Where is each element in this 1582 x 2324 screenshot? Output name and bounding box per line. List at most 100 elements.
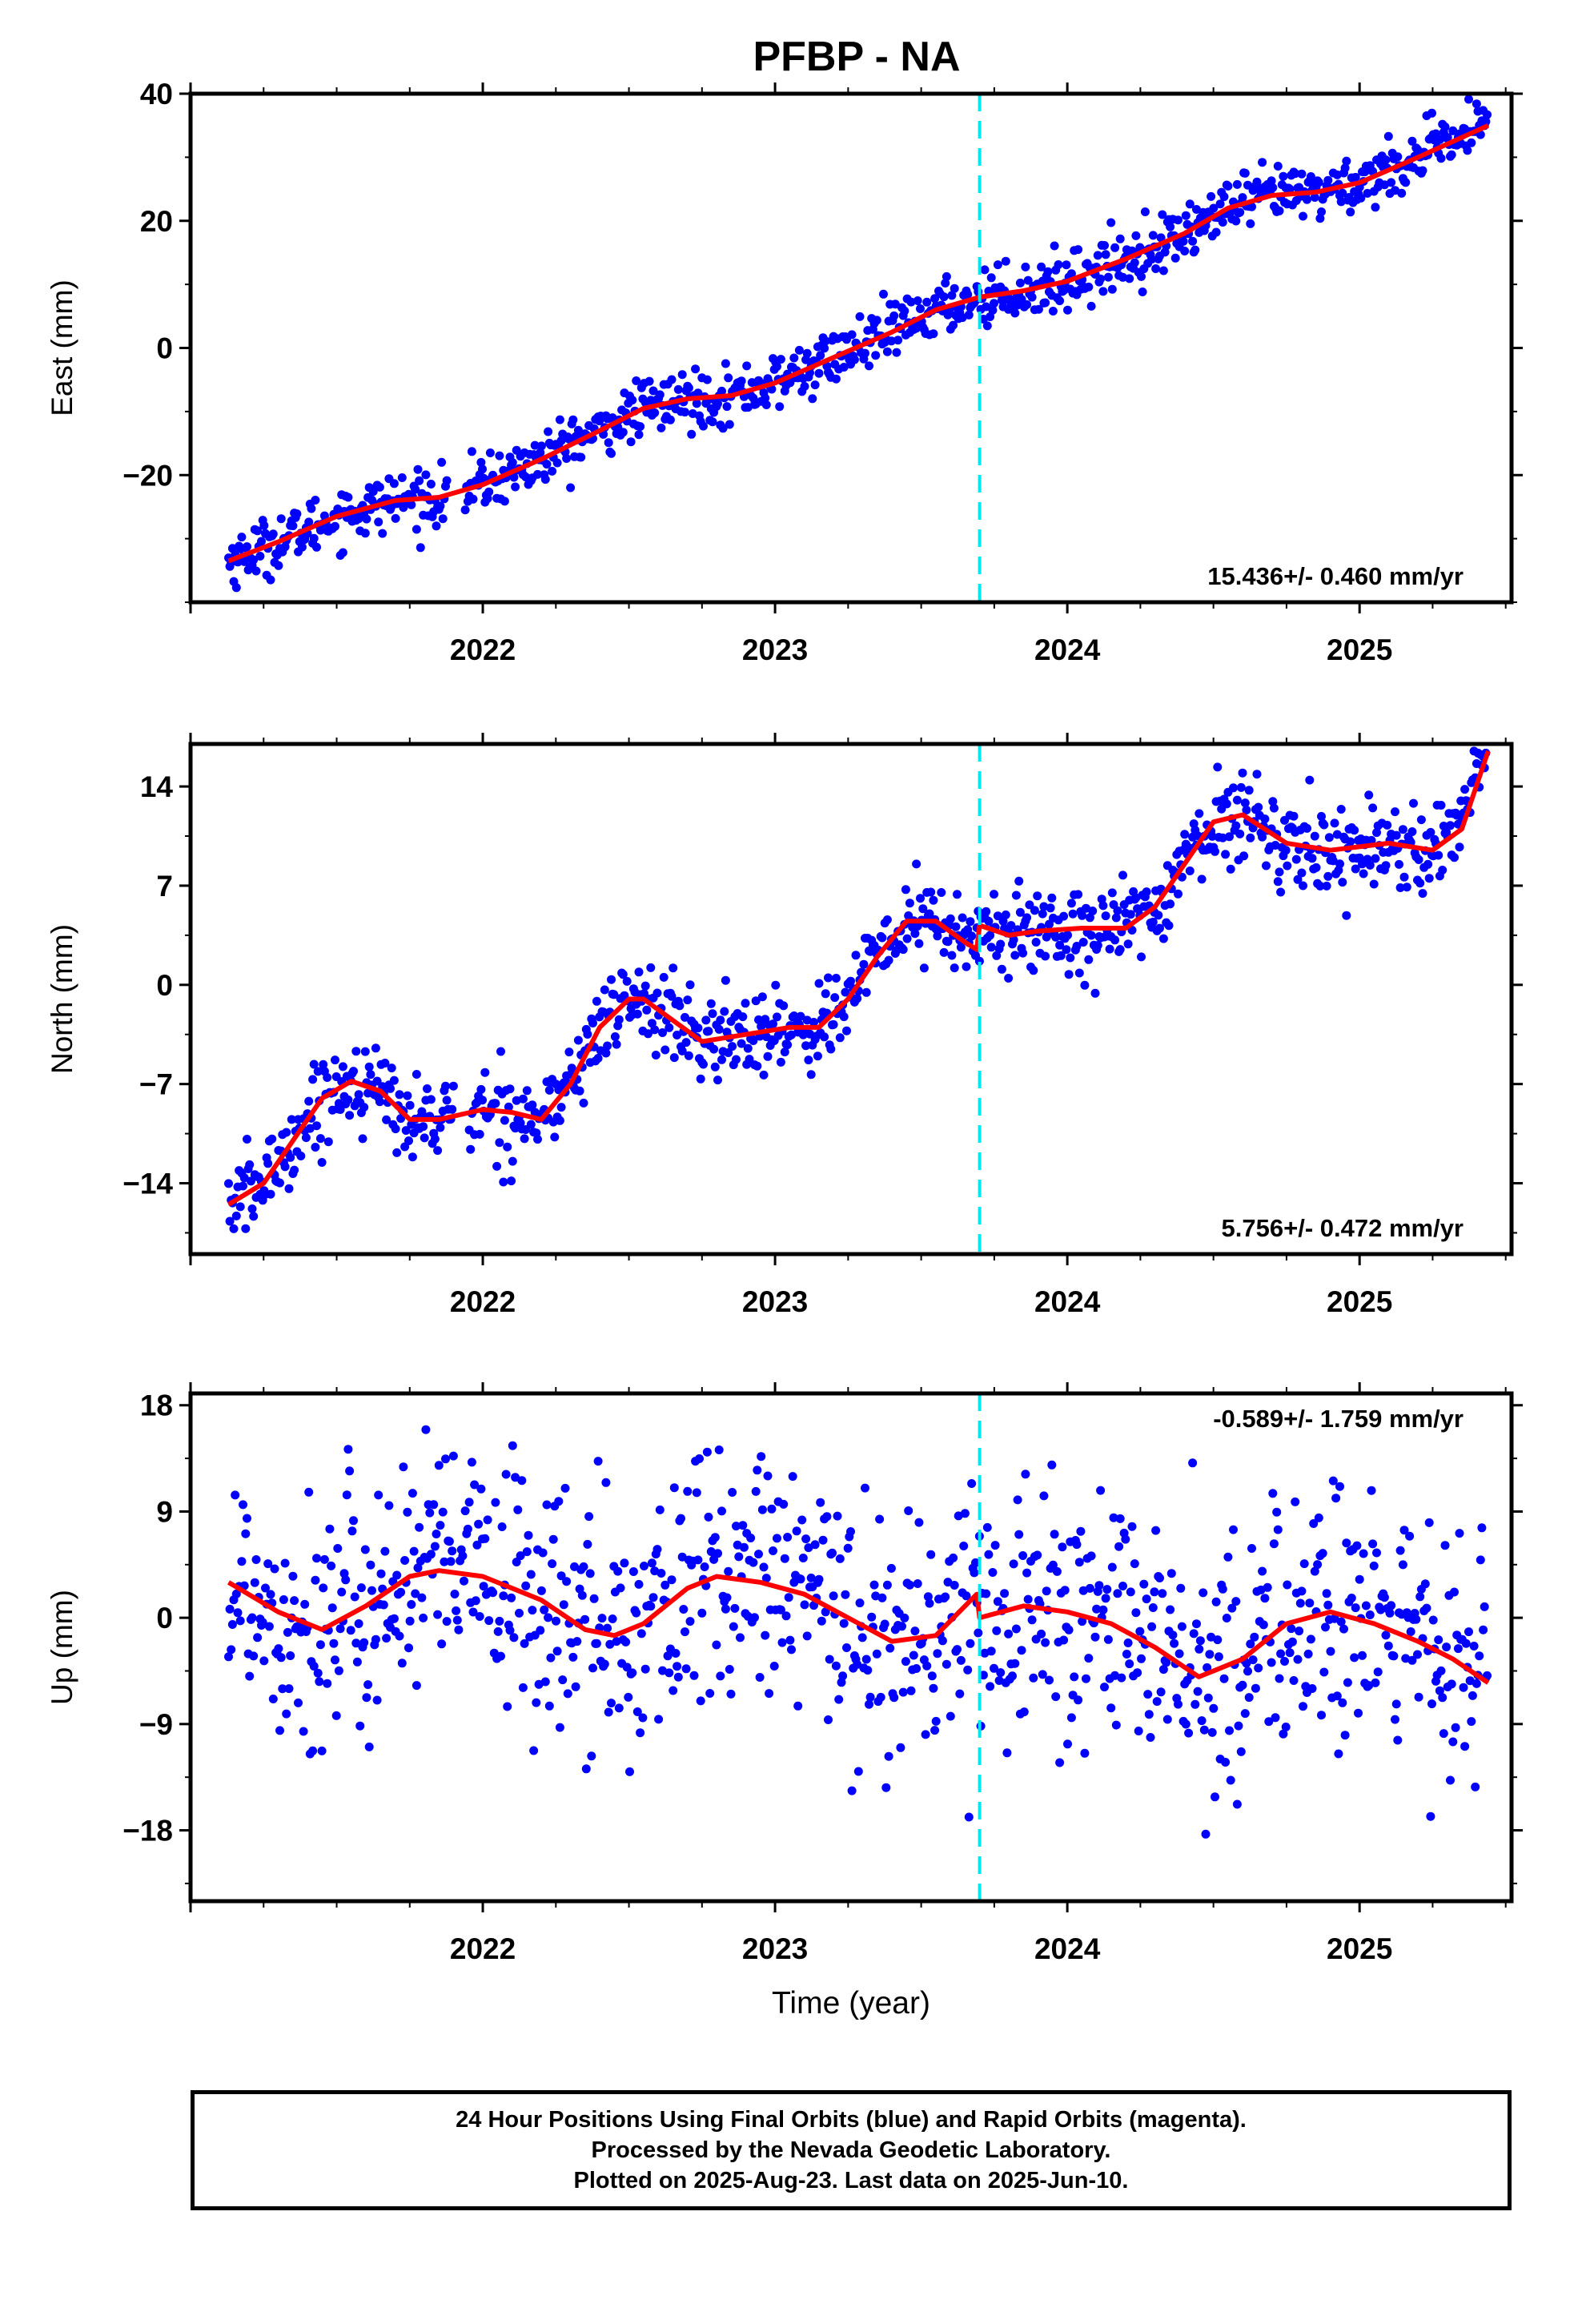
data-point [953, 890, 962, 899]
data-point [355, 1721, 365, 1731]
data-point [1137, 1654, 1146, 1663]
data-point [1090, 1632, 1100, 1642]
data-point [906, 1686, 916, 1695]
data-point [423, 1084, 432, 1093]
data-point [540, 1677, 550, 1687]
data-point [669, 963, 678, 973]
data-point [567, 1063, 576, 1073]
data-point [1246, 1639, 1255, 1649]
data-point [342, 1490, 351, 1500]
data-point [865, 1699, 873, 1709]
data-point [967, 1479, 977, 1488]
data-point [755, 1673, 765, 1682]
data-point [955, 1689, 965, 1699]
data-point [1038, 909, 1047, 919]
data-point [725, 420, 734, 429]
data-point [580, 1614, 590, 1624]
data-point [360, 529, 370, 538]
data-point [757, 992, 767, 1002]
data-point [742, 361, 752, 371]
data-point [415, 1522, 424, 1532]
data-point [810, 1540, 820, 1550]
data-point [869, 1580, 879, 1590]
data-point [1019, 1707, 1029, 1717]
data-point [1207, 191, 1216, 201]
data-point [721, 975, 730, 985]
data-point [1395, 883, 1405, 892]
data-point [343, 493, 353, 502]
data-point [404, 1136, 413, 1145]
data-point [1463, 146, 1472, 155]
data-point [1423, 859, 1433, 869]
data-point [1254, 802, 1263, 812]
data-point [1480, 1602, 1489, 1611]
data-point [1188, 236, 1198, 246]
data-point [421, 1425, 431, 1434]
data-point [861, 1655, 871, 1664]
up-y-axis-label: Up (mm) [46, 1590, 78, 1705]
data-point [500, 497, 509, 506]
data-point [1203, 1663, 1212, 1672]
data-point [442, 476, 452, 485]
data-point [263, 1159, 273, 1168]
data-point [290, 1165, 299, 1175]
data-point [689, 1671, 699, 1680]
data-point [912, 859, 921, 869]
data-point [387, 1063, 396, 1073]
data-point [1418, 166, 1427, 175]
data-point [1097, 895, 1106, 904]
data-point [442, 1617, 452, 1626]
data-point [460, 1506, 470, 1516]
data-point [628, 1668, 637, 1678]
data-point [323, 1073, 332, 1082]
data-point [575, 1086, 584, 1096]
data-point [1064, 970, 1074, 979]
data-point [444, 1537, 454, 1546]
data-point [583, 1030, 592, 1039]
data-point [1086, 931, 1096, 940]
data-point [1407, 136, 1417, 146]
data-point [1066, 899, 1076, 908]
data-point [913, 296, 922, 305]
data-point [910, 1626, 920, 1636]
data-point [426, 480, 436, 489]
data-point [1426, 827, 1435, 837]
data-point [372, 1695, 382, 1705]
data-point [1236, 782, 1246, 792]
data-point [1415, 1592, 1425, 1602]
data-point [1011, 891, 1021, 900]
data-point [1023, 1594, 1033, 1604]
data-point [647, 1558, 656, 1568]
data-point [753, 1061, 762, 1071]
data-point [886, 336, 896, 346]
data-point [796, 1574, 805, 1584]
up-data-points [224, 1425, 1492, 1839]
data-point [509, 472, 519, 482]
data-point [1359, 1549, 1368, 1558]
data-point [1066, 1713, 1076, 1723]
data-point [1123, 1638, 1133, 1647]
data-point [1105, 944, 1114, 954]
data-point [499, 1591, 508, 1601]
data-point [1147, 255, 1157, 264]
data-point [392, 1570, 402, 1580]
data-point [980, 265, 990, 275]
data-point [749, 1558, 758, 1567]
data-point [1398, 1560, 1407, 1570]
east-panel: East (mm) 40 20 0 −20 2022 2023 2024 2025 15.436+… [46, 78, 1523, 666]
data-point [1050, 1530, 1059, 1539]
data-point [1166, 222, 1175, 231]
data-point [769, 1546, 777, 1555]
data-point [391, 1124, 400, 1134]
data-point [730, 1603, 740, 1613]
data-point [1139, 1579, 1149, 1589]
data-point [354, 1619, 363, 1628]
data-point [1267, 176, 1276, 186]
data-point [432, 521, 441, 531]
data-point [1368, 1539, 1378, 1549]
data-point [1041, 298, 1050, 308]
data-point [275, 1726, 284, 1735]
data-point [1483, 720, 1492, 729]
data-point [257, 537, 266, 546]
data-point [249, 555, 259, 565]
